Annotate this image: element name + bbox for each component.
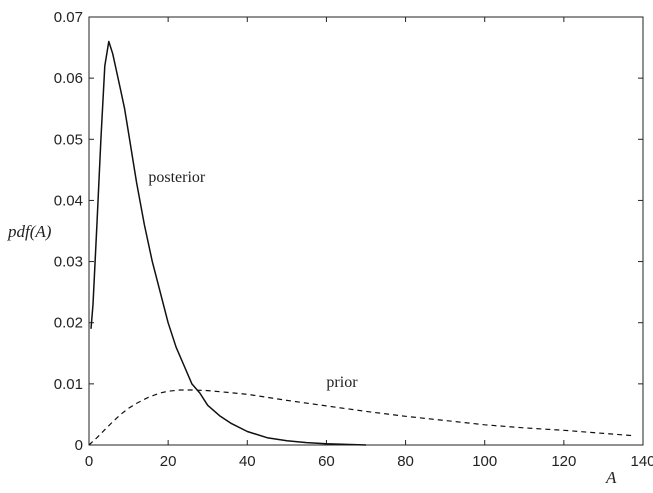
x-axis-label: A	[605, 468, 617, 487]
y-tick-label: 0.07	[54, 9, 83, 26]
annotation-posterior: posterior	[148, 169, 206, 186]
y-tick-label: 0.05	[54, 131, 83, 148]
x-tick-label: 60	[318, 453, 335, 470]
y-tick-label: 0.04	[54, 192, 83, 209]
y-axis-label: pdf(A)	[7, 222, 52, 241]
series-layer	[88, 40, 636, 446]
x-tick-label: 120	[551, 453, 576, 470]
ticks-layer: 0 20 40 60 80 100 120 140 0 0.01 0.02 0.03 0.04 0.05 0…	[54, 9, 653, 470]
x-tick-label: 100	[472, 453, 497, 470]
x-tick-label: 80	[397, 453, 414, 470]
annotation-layer: posterior prior	[148, 169, 358, 391]
series-line-prior	[88, 389, 636, 446]
x-tick-label: 40	[239, 453, 256, 470]
x-tick-label: 20	[160, 453, 177, 470]
x-tick-label: 140	[630, 453, 653, 470]
series-line-posterior	[90, 40, 367, 446]
annotation-prior: prior	[326, 374, 358, 391]
y-tick-label: 0.01	[54, 376, 83, 393]
y-tick-label: 0	[75, 437, 83, 454]
y-tick-label: 0.06	[54, 70, 83, 87]
plot-area	[88, 16, 644, 446]
y-tick-label: 0.03	[54, 254, 83, 271]
x-tick-label: 0	[85, 453, 93, 470]
y-tick-label: 0.02	[54, 315, 83, 332]
